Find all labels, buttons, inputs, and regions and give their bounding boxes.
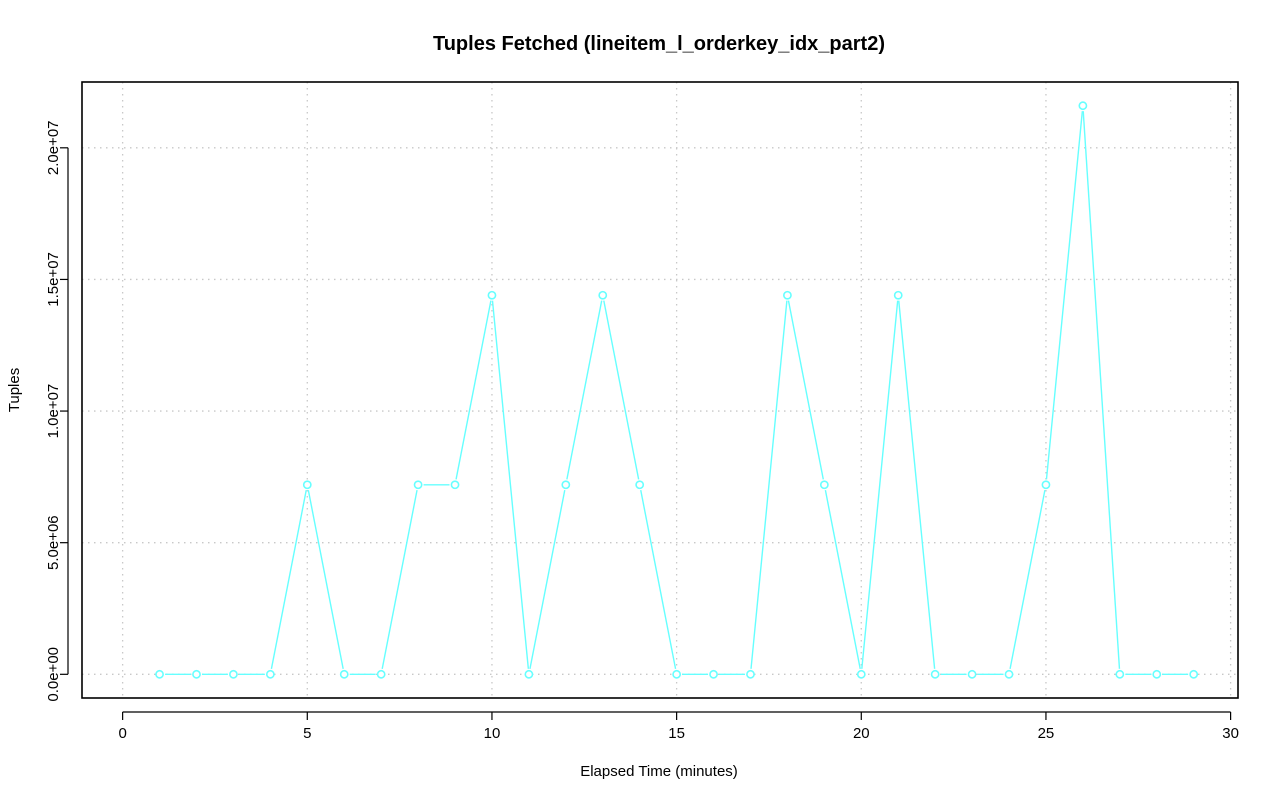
- series-layer: [155, 101, 1199, 679]
- data-point: [930, 669, 940, 679]
- data-point: [229, 669, 238, 679]
- y-tick-label: 2.0e+07: [45, 120, 62, 175]
- y-tick-label: 0.0e+00: [45, 647, 62, 702]
- series-line-segment: [1045, 111, 1084, 480]
- series-line-segment: [750, 300, 788, 669]
- data-point: [339, 669, 349, 679]
- x-tick-label: 25: [1038, 725, 1055, 742]
- series-line-segment: [1009, 490, 1046, 670]
- series-line-segment: [640, 490, 677, 670]
- data-point: [487, 290, 497, 300]
- x-tick-label: 5: [303, 725, 311, 742]
- data-point: [524, 669, 534, 679]
- data-point: [376, 669, 386, 679]
- data-point: [302, 480, 312, 490]
- x-tick-label: 30: [1222, 725, 1239, 742]
- x-tick-label: 10: [484, 725, 501, 742]
- data-point: [1115, 669, 1125, 679]
- series-line-segment: [491, 300, 530, 669]
- grid-layer: [82, 82, 1238, 698]
- data-point: [746, 669, 755, 679]
- series-line-segment: [529, 490, 566, 670]
- series-line-segment: [861, 300, 899, 669]
- series-line-segment: [566, 300, 603, 480]
- data-point: [819, 480, 829, 490]
- series-line-segment: [455, 300, 492, 480]
- y-tick-label: 1.5e+07: [45, 252, 62, 307]
- data-point: [783, 290, 792, 300]
- series-line-segment: [381, 490, 418, 670]
- x-tick-label: 15: [668, 725, 685, 742]
- data-point: [967, 669, 977, 679]
- series-line-segment: [270, 490, 307, 670]
- data-point: [450, 480, 460, 490]
- data-point: [192, 669, 201, 679]
- series-line-segment: [898, 300, 936, 669]
- y-tick-label: 1.0e+07: [45, 384, 62, 439]
- series-line-segment: [787, 300, 824, 480]
- data-point: [1189, 669, 1199, 679]
- data-point: [598, 290, 608, 300]
- x-axis: 0 5 10 15 20 25 30: [118, 711, 1239, 742]
- data-point: [155, 669, 164, 679]
- data-point: [1041, 480, 1051, 490]
- series-line-segment: [307, 490, 344, 670]
- y-tick-label: 5.0e+06: [45, 515, 62, 570]
- plot-frame: [81, 81, 1239, 699]
- y-axis-label: Tuples: [6, 368, 23, 412]
- data-point: [1004, 669, 1014, 679]
- data-point: [1078, 101, 1088, 111]
- data-point: [635, 480, 645, 490]
- data-point: [709, 669, 718, 679]
- data-point: [561, 480, 571, 490]
- data-point: [1152, 669, 1162, 679]
- data-point: [265, 669, 275, 679]
- x-axis-label: Elapsed Time (minutes): [580, 763, 738, 780]
- data-point: [413, 480, 423, 490]
- data-point: [856, 669, 866, 679]
- chart-title: Tuples Fetched (lineitem_l_orderkey_idx_…: [433, 33, 885, 55]
- data-point: [672, 669, 682, 679]
- series-line-segment: [824, 490, 861, 670]
- x-tick-label: 20: [853, 725, 870, 742]
- series-line-segment: [1082, 111, 1121, 669]
- x-tick-label: 0: [118, 725, 126, 742]
- series-line-segment: [603, 300, 640, 480]
- data-point: [893, 290, 903, 300]
- y-axis: 0.0e+00 5.0e+06 1.0e+07 1.5e+07 2.0e+07: [45, 120, 69, 702]
